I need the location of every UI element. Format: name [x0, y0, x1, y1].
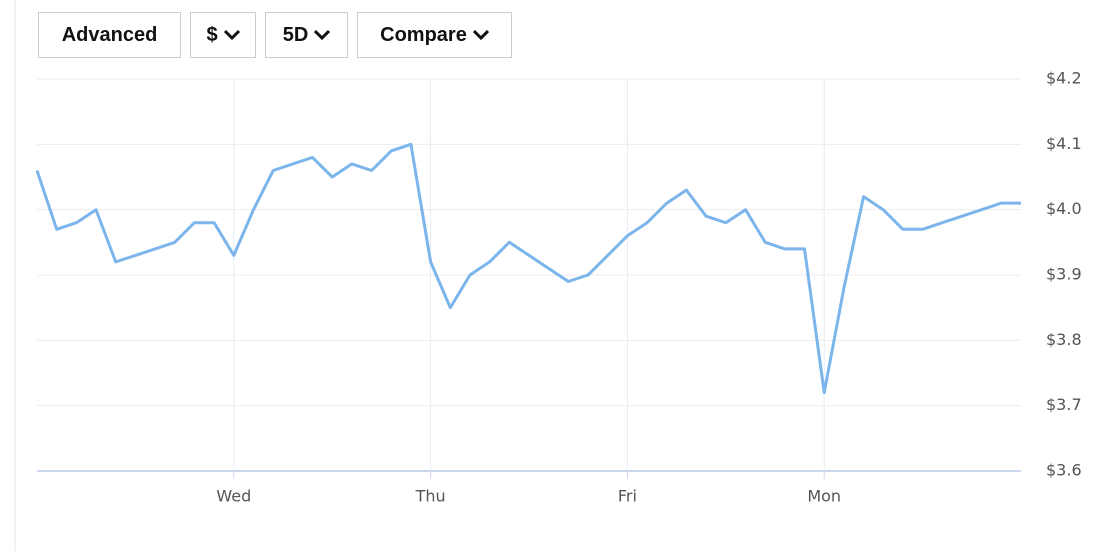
- chevron: [472, 29, 489, 41]
- y-tick-label: $4.0: [1046, 199, 1082, 218]
- button-label: $: [206, 23, 218, 46]
- price-line: [35, 142, 1021, 395]
- y-tick-label: $3.9: [1046, 265, 1082, 284]
- x-tick-label: Mon: [807, 487, 841, 506]
- range-button[interactable]: 5D: [265, 12, 348, 58]
- x-tick-label: Fri: [618, 487, 637, 506]
- x-tick-label: Thu: [415, 487, 446, 506]
- y-tick-label: $4.2: [1046, 69, 1082, 88]
- button-label: Advanced: [61, 23, 158, 46]
- button-label: 5D: [282, 23, 309, 46]
- y-tick-label: $3.8: [1046, 330, 1082, 349]
- advanced-button[interactable]: Advanced: [38, 12, 181, 58]
- button-label: Compare: [380, 23, 467, 46]
- y-tick-label: $4.1: [1046, 134, 1082, 153]
- compare-button[interactable]: Compare: [357, 12, 512, 58]
- y-tick-label: $3.7: [1046, 395, 1082, 414]
- y-tick-label: $3.6: [1046, 461, 1082, 480]
- chevron: [314, 29, 331, 41]
- currency-button[interactable]: $: [190, 12, 256, 58]
- x-tick-label: Wed: [216, 487, 251, 506]
- chevron: [223, 29, 240, 41]
